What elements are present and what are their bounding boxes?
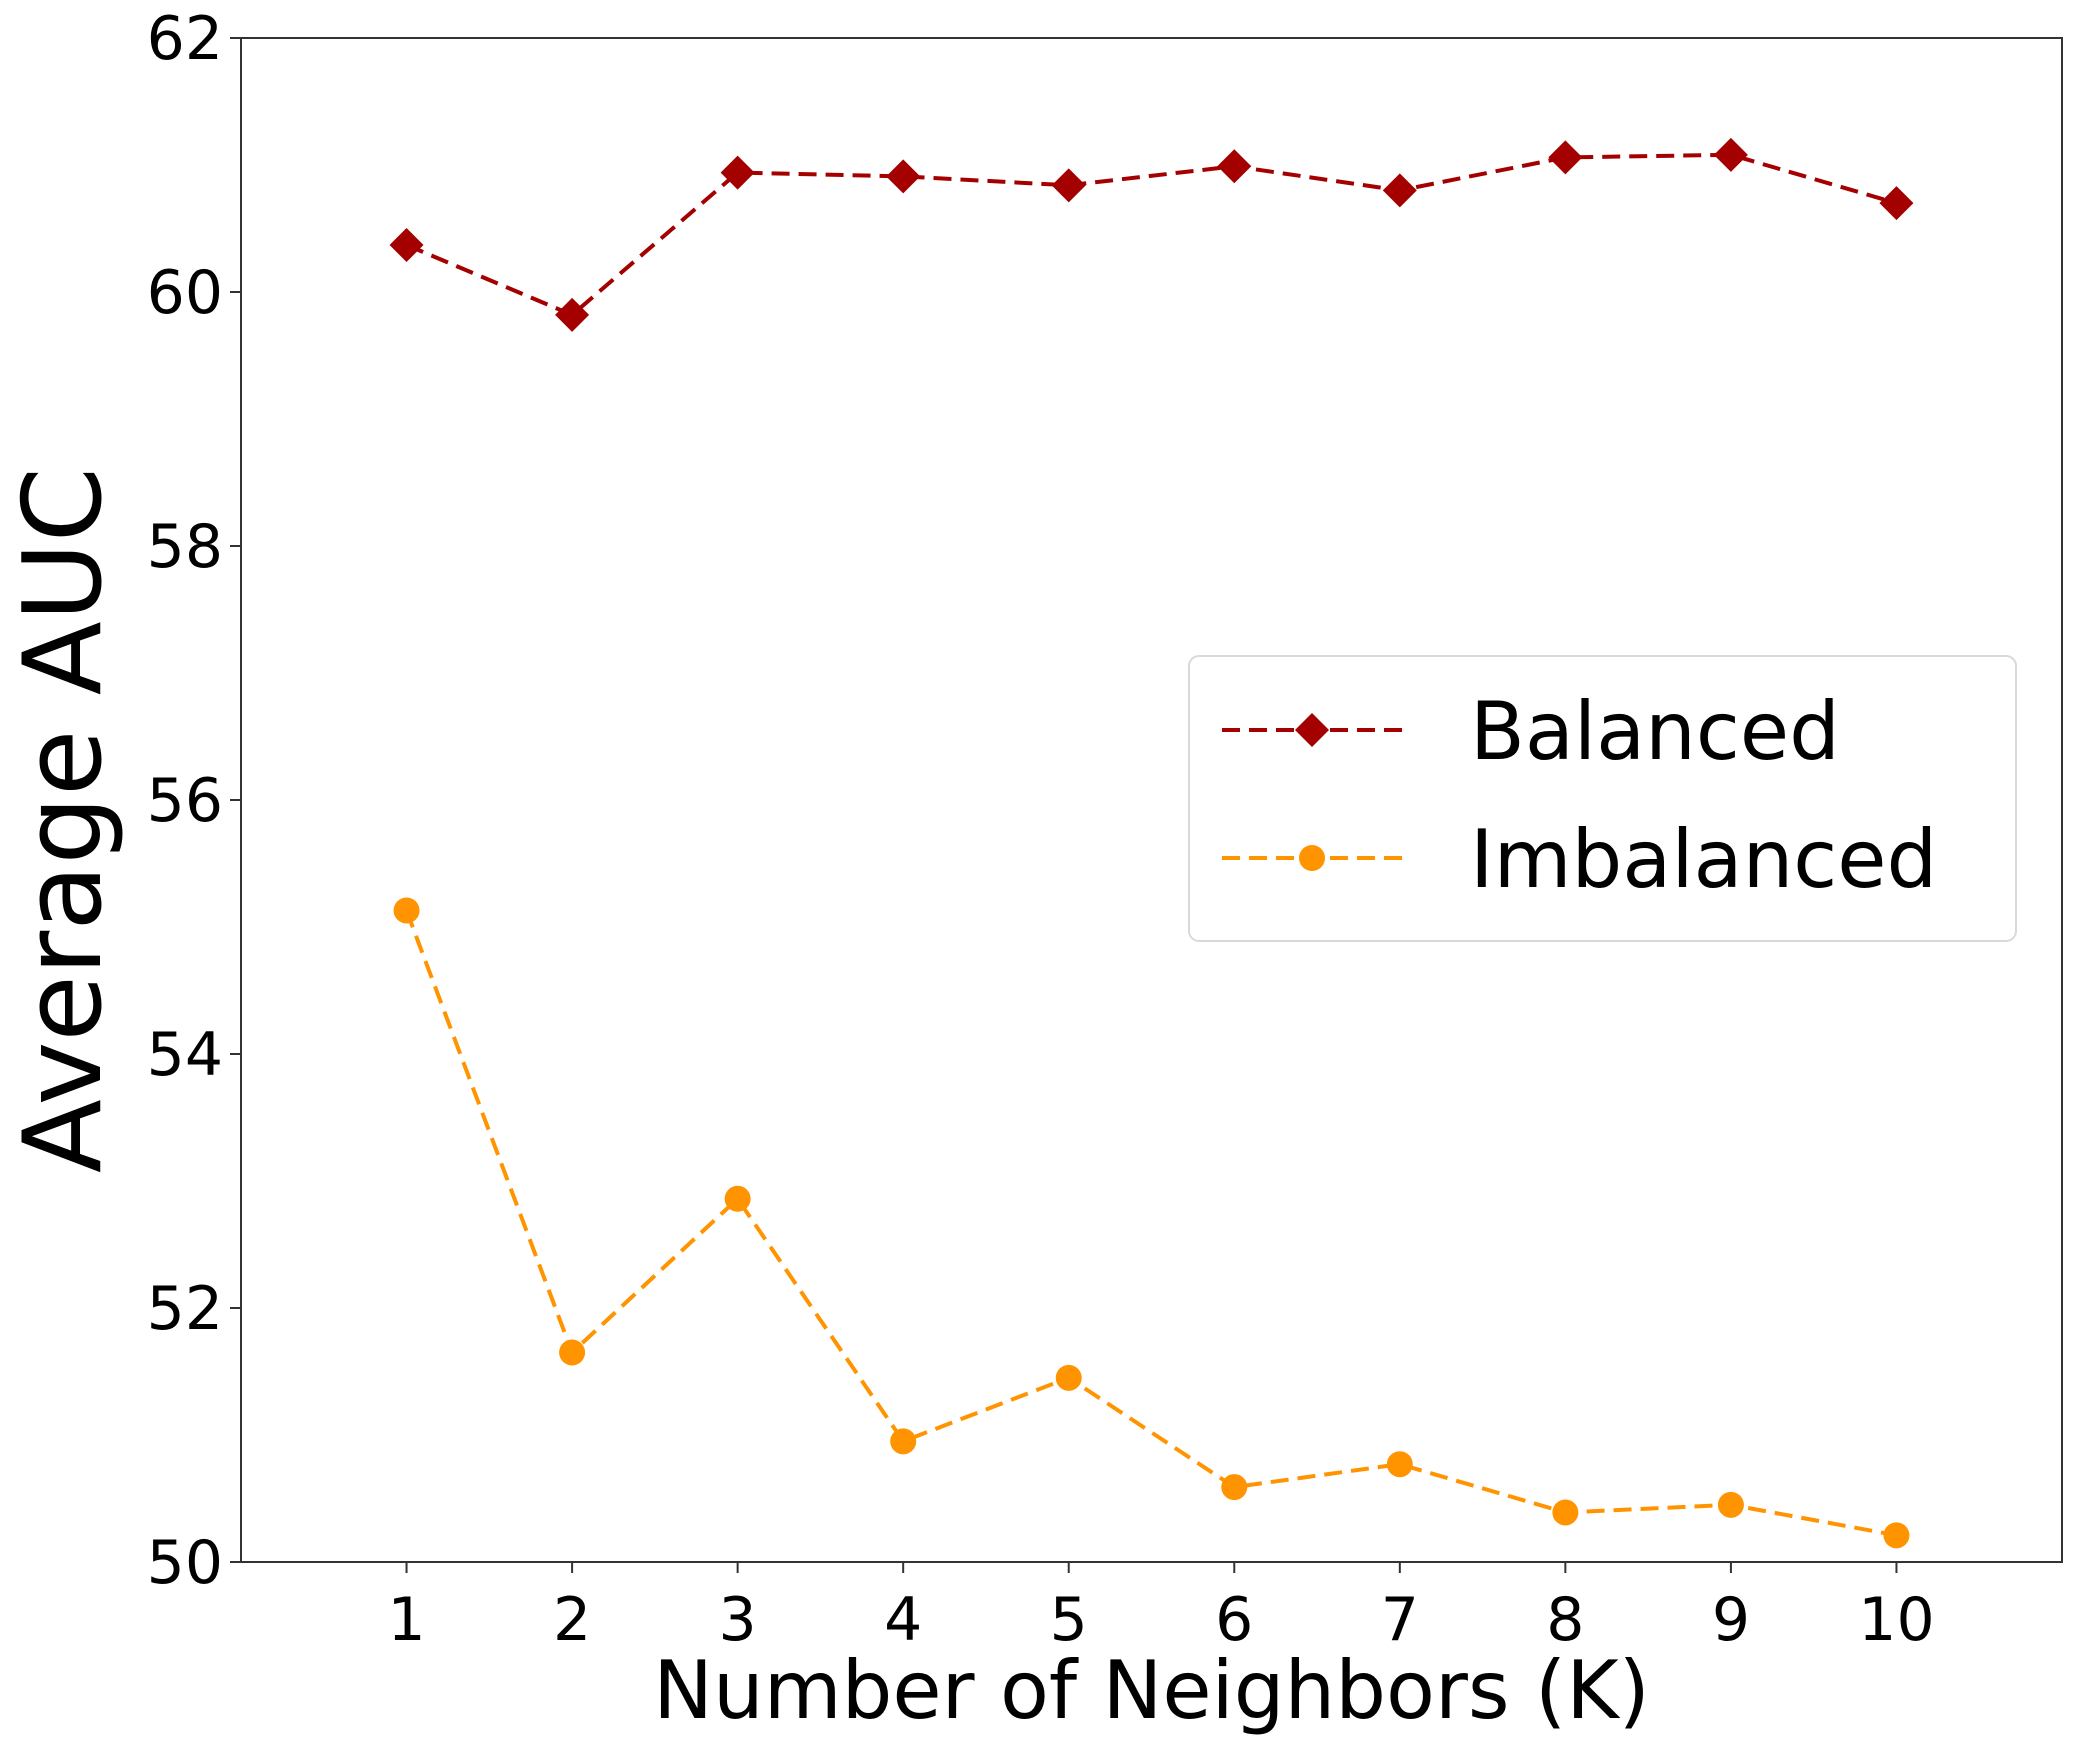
x-tick-label-5: 5 <box>1050 1585 1088 1655</box>
data-point-balanced-k5 <box>1051 168 1086 203</box>
legend-marker-balanced <box>1295 713 1329 747</box>
x-tick-label-1: 1 <box>387 1585 425 1655</box>
series-line-balanced <box>405 152 1898 317</box>
data-point-imbalanced-k4 <box>890 1428 917 1455</box>
x-axis-label: Number of Neighbors (K) <box>653 1644 1650 1737</box>
y-tick-label-56: 56 <box>147 766 223 836</box>
data-point-imbalanced-k1 <box>393 897 420 924</box>
data-point-balanced-k3 <box>720 155 755 190</box>
x-tick-label-10: 10 <box>1858 1585 1934 1655</box>
data-point-imbalanced-k10 <box>1883 1522 1910 1549</box>
data-point-imbalanced-k3 <box>724 1185 751 1212</box>
data-point-imbalanced-k7 <box>1386 1451 1413 1478</box>
y-tick-label-62: 62 <box>147 4 223 74</box>
plot-area <box>389 137 1914 1549</box>
y-tick-label-52: 52 <box>147 1274 223 1344</box>
data-point-imbalanced-k8 <box>1552 1499 1579 1526</box>
data-point-balanced-k6 <box>1217 149 1252 184</box>
data-point-imbalanced-k6 <box>1221 1474 1248 1501</box>
x-tick-label-7: 7 <box>1381 1585 1419 1655</box>
data-point-balanced-k4 <box>886 159 921 194</box>
legend-label-balanced: Balanced <box>1470 685 1840 778</box>
data-point-imbalanced-k9 <box>1717 1491 1744 1518</box>
x-tick-label-8: 8 <box>1546 1585 1584 1655</box>
legend-marker-imbalanced <box>1299 845 1325 871</box>
data-point-balanced-k2 <box>555 297 590 332</box>
y-tick-label-58: 58 <box>147 512 223 582</box>
data-point-balanced-k8 <box>1548 140 1583 175</box>
data-point-balanced-k1 <box>389 228 424 263</box>
x-tick-label-3: 3 <box>719 1585 757 1655</box>
data-point-balanced-k9 <box>1713 137 1748 172</box>
x-tick-label-2: 2 <box>553 1585 591 1655</box>
series-line-imbalanced <box>404 909 1897 1538</box>
data-point-imbalanced-k5 <box>1055 1364 1082 1391</box>
data-point-imbalanced-k2 <box>559 1339 586 1366</box>
y-tick-label-60: 60 <box>147 258 223 328</box>
data-point-balanced-k10 <box>1879 186 1914 221</box>
y-tick-label-50: 50 <box>147 1528 223 1598</box>
y-tick-label-54: 54 <box>147 1020 223 1090</box>
legend-box <box>1188 655 2017 942</box>
x-tick-label-9: 9 <box>1712 1585 1750 1655</box>
y-axis-label: Average AUC <box>1 467 126 1173</box>
x-tick-label-4: 4 <box>884 1585 922 1655</box>
x-tick-label-6: 6 <box>1215 1585 1253 1655</box>
legend-label-imbalanced: Imbalanced <box>1470 813 1937 906</box>
legend: Balanced Imbalanced <box>1188 655 2017 942</box>
data-point-balanced-k7 <box>1382 173 1417 208</box>
